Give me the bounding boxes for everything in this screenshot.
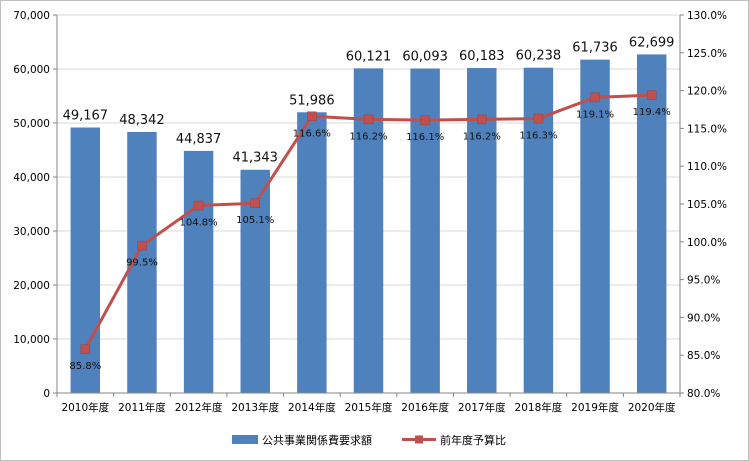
line-point-marker [646, 90, 657, 100]
line-value-label: 119.4% [633, 107, 671, 118]
right-axis-tick-label: 100.0% [687, 237, 727, 249]
line-value-label: 105.1% [236, 215, 274, 226]
legend-line-label: 前年度予算比 [440, 433, 506, 447]
x-axis-tick-label: 2019年度 [571, 401, 619, 414]
right-axis-tick-label: 110.0% [687, 161, 727, 173]
line-point-marker [193, 200, 204, 211]
line-value-label: 85.8% [69, 361, 101, 372]
left-axis-tick-label: 50,000 [13, 118, 50, 130]
x-axis-tick-label: 2017年度 [458, 401, 506, 414]
bar [183, 150, 214, 393]
bar-value-label: 41,343 [232, 151, 278, 166]
bar-value-label: 61,736 [572, 41, 618, 56]
right-axis-tick-label: 90.0% [687, 312, 720, 324]
left-axis-tick-label: 0 [43, 388, 50, 400]
line-point-marker [307, 111, 317, 122]
right-axis-tick-label: 85.0% [687, 350, 720, 362]
line-value-label: 116.6% [293, 128, 331, 139]
x-axis-tick-label: 2014年度 [288, 401, 336, 414]
line-value-label: 99.5% [126, 258, 158, 269]
left-axis-tick-label: 10,000 [13, 334, 50, 346]
line-point-marker [533, 113, 544, 124]
x-axis-tick-label: 2015年度 [345, 401, 393, 414]
line-point-marker [137, 240, 147, 251]
left-axis-tick-label: 60,000 [13, 64, 50, 76]
line-value-label: 116.2% [463, 131, 501, 142]
bar-value-label: 60,093 [402, 49, 448, 64]
bar [297, 112, 327, 393]
right-axis-tick-label: 80.0% [687, 388, 720, 400]
line-point-marker [420, 115, 430, 125]
bar-value-label: 60,183 [459, 49, 505, 64]
bar-value-label: 62,699 [629, 35, 675, 50]
x-axis-tick-label: 2010年度 [61, 401, 109, 414]
right-axis-tick-label: 120.0% [687, 86, 727, 98]
data-labels: 49,167 48,342 44,837 41,343 51,986 60,121 60,0… [63, 35, 675, 372]
x-axis-tick-label: 2011年度 [118, 401, 166, 414]
line-point-marker [477, 114, 487, 125]
legend-line-marker [415, 435, 423, 444]
legend: 公共事業関係費要求額 前年度予算比 [232, 433, 506, 447]
bar [636, 54, 667, 393]
x-axis-tick-label: 2016年度 [401, 401, 449, 414]
line-value-label: 119.1% [576, 109, 614, 120]
line-point-marker [80, 344, 91, 354]
bar [580, 59, 610, 393]
line-point-marker [250, 198, 260, 208]
right-axis-tick-label: 125.0% [687, 48, 727, 60]
right-axis-tick-label: 105.0% [687, 199, 727, 211]
right-axis-tick-label: 95.0% [687, 275, 720, 287]
left-axis-tick-label: 20,000 [13, 280, 50, 292]
line-series [80, 90, 657, 354]
line-point-marker [590, 92, 600, 103]
right-axis-tick-label: 115.0% [687, 123, 727, 135]
x-axis-tick-label: 2020年度 [628, 401, 676, 414]
line-value-label: 104.8% [180, 218, 218, 229]
bar-value-label: 60,121 [346, 49, 392, 64]
x-axis-tick-label: 2013年度 [231, 401, 279, 414]
left-axis-tick-label: 30,000 [13, 226, 50, 238]
line-point-marker [363, 114, 374, 125]
line-value-label: 116.1% [406, 132, 444, 143]
x-axis-tick-label: 2012年度 [175, 401, 223, 414]
bar-value-label: 48,342 [119, 113, 165, 128]
axes: 0 10,000 20,000 30,000 40,000 50,000 60,000 70,… [13, 10, 727, 414]
bar-value-label: 44,837 [176, 132, 222, 147]
left-axis-tick-label: 40,000 [13, 172, 50, 184]
legend-bar-swatch [232, 435, 258, 444]
legend-bar-label: 公共事業関係費要求額 [262, 433, 372, 447]
right-axis-tick-label: 130.0% [687, 10, 727, 22]
bar-value-label: 49,167 [63, 108, 109, 123]
line-value-label: 116.3% [519, 131, 557, 142]
line-value-label: 116.2% [349, 131, 387, 142]
bar-value-label: 60,238 [516, 49, 562, 64]
bar-value-label: 51,986 [289, 93, 335, 108]
left-axis-tick-label: 70,000 [13, 10, 50, 22]
x-axis-tick-label: 2018年度 [515, 401, 563, 414]
